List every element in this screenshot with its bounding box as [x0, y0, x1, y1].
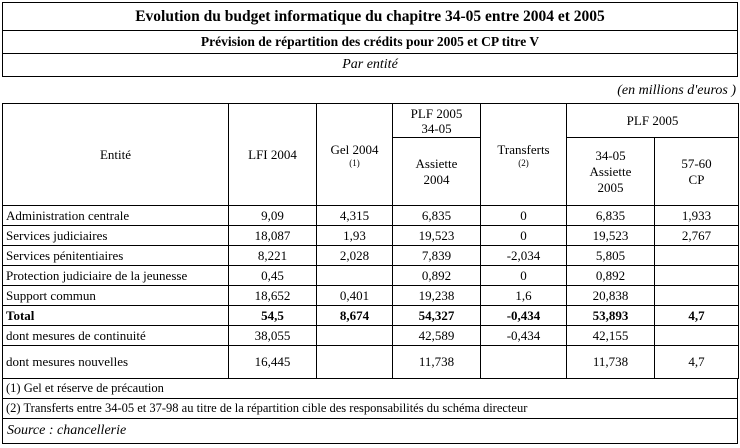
footnote-1: (1) Gel et réserve de précaution	[2, 378, 738, 399]
value-cell: 9,09	[228, 205, 317, 226]
value-cell: 4,315	[316, 205, 393, 226]
value-cell: -2,034	[480, 245, 567, 266]
value-cell: 19,523	[392, 225, 481, 246]
value-cell: 2,767	[654, 225, 739, 246]
value-cell	[316, 325, 393, 346]
value-cell: 1,6	[480, 285, 567, 306]
gel-2004-label: Gel 2004	[330, 141, 379, 157]
footnote-2: (2) Transferts entre 34-05 et 37-98 au t…	[2, 399, 738, 419]
col-header-transferts: Transferts (2)	[480, 103, 567, 206]
section-label: Par entité	[2, 54, 738, 77]
entity-cell: Protection judiciaire de la jeunesse	[2, 265, 229, 286]
assiette-2004-label: Assiette 2004	[394, 138, 480, 205]
table-row: dont mesures de continuité 38,055 42,589 -0…	[2, 325, 739, 346]
value-cell: 0,401	[316, 285, 393, 306]
source-label: Source : chancellerie	[2, 419, 738, 444]
value-cell: 8,221	[228, 245, 317, 266]
col-header-entity: Entité	[2, 103, 229, 206]
value-cell: 8,674	[316, 305, 393, 326]
gel-2004-note: (1)	[349, 157, 360, 168]
value-cell: 7,839	[392, 245, 481, 266]
col-header-lfi-2004: LFI 2004	[228, 103, 317, 206]
entity-cell: Services judiciaires	[2, 225, 229, 246]
value-cell: 53,893	[566, 305, 655, 326]
table-body: Administration centrale 9,09 4,315 6,835 0 6,…	[2, 205, 739, 379]
col-header-34-05-assiette-2005: 34-05 Assiette 2005	[566, 137, 655, 206]
value-cell: 4,7	[654, 345, 739, 379]
entity-cell: Support commun	[2, 285, 229, 306]
transferts-note: (2)	[518, 157, 529, 168]
value-cell: 19,238	[392, 285, 481, 306]
plf-2005-line: PLF 2005	[410, 105, 463, 121]
entity-cell: Administration centrale	[2, 205, 229, 226]
col-header-plf-2005-assiette-2004: PLF 2005 34-05 Assiette 2004	[392, 103, 481, 206]
value-cell: 1,933	[654, 205, 739, 226]
value-cell: -0,434	[480, 325, 567, 346]
value-cell: 0	[480, 205, 567, 226]
table-row: dont mesures nouvelles 16,445 11,738 11,738…	[2, 345, 739, 379]
value-cell: 0,892	[566, 265, 655, 286]
table-row: Protection judiciaire de la jeunesse 0,45…	[2, 265, 739, 286]
value-cell: 54,5	[228, 305, 317, 326]
cp-line: CP	[688, 171, 705, 187]
table-row: Support commun 18,652 0,401 19,238 1,6 20,838	[2, 285, 739, 306]
value-cell	[654, 265, 739, 286]
chapter-57-60-line: 57-60	[681, 155, 712, 171]
value-cell: 16,445	[228, 345, 317, 379]
value-cell: 54,327	[392, 305, 481, 326]
budget-table: Entité LFI 2004 Gel 2004 (1) PLF 2005 34…	[2, 103, 739, 379]
document-title: Evolution du budget informatique du chap…	[2, 2, 738, 31]
entity-cell: Services pénitentiaires	[2, 245, 229, 266]
col-header-gel-2004: Gel 2004 (1)	[316, 103, 393, 206]
value-cell: 18,087	[228, 225, 317, 246]
value-cell	[654, 245, 739, 266]
value-cell: 11,738	[392, 345, 481, 379]
entity-cell: Total	[2, 305, 229, 326]
value-cell: 2,028	[316, 245, 393, 266]
value-cell	[480, 345, 567, 379]
value-cell	[316, 345, 393, 379]
unit-label: (en millions d'euros )	[617, 83, 736, 98]
year-2004-line: 2004	[423, 171, 450, 187]
value-cell	[654, 325, 739, 346]
col-group-plf-2005: PLF 2005	[566, 103, 739, 138]
entity-cell: dont mesures nouvelles	[2, 345, 229, 379]
value-cell: -0,434	[480, 305, 567, 326]
value-cell	[316, 265, 393, 286]
value-cell: 19,523	[566, 225, 655, 246]
table-row: Services pénitentiaires 8,221 2,028 7,839 -2…	[2, 245, 739, 266]
value-cell: 4,7	[654, 305, 739, 326]
document-subtitle: Prévision de répartition des crédits pou…	[2, 31, 738, 54]
value-cell: 6,835	[392, 205, 481, 226]
table-row: Administration centrale 9,09 4,315 6,835 0 6,…	[2, 205, 739, 226]
table-row: Services judiciaires 18,087 1,93 19,523 0 19,…	[2, 225, 739, 246]
value-cell: 38,055	[228, 325, 317, 346]
chapter-34-05-line: 34-05	[421, 120, 452, 136]
value-cell: 42,589	[392, 325, 481, 346]
value-cell: 0	[480, 225, 567, 246]
value-cell: 0	[480, 265, 567, 286]
value-cell: 18,652	[228, 285, 317, 306]
transferts-label: Transferts	[497, 141, 550, 157]
value-cell: 20,838	[566, 285, 655, 306]
value-cell: 0,892	[392, 265, 481, 286]
col-header-57-60-cp: 57-60 CP	[654, 137, 739, 206]
table-row: Total 54,5 8,674 54,327 -0,434 53,893 4,7	[2, 305, 739, 326]
plf-2005-34-05-label: PLF 2005 34-05	[393, 105, 480, 138]
value-cell	[654, 285, 739, 306]
value-cell: 11,738	[566, 345, 655, 379]
value-cell: 0,45	[228, 265, 317, 286]
assiette-line: Assiette	[589, 163, 632, 179]
table-header: Entité LFI 2004 Gel 2004 (1) PLF 2005 34…	[2, 103, 739, 206]
value-cell: 42,155	[566, 325, 655, 346]
value-cell: 1,93	[316, 225, 393, 246]
year-2005-line: 2005	[597, 179, 624, 195]
entity-cell: dont mesures de continuité	[2, 325, 229, 346]
chapter-34-05-line: 34-05	[595, 147, 626, 163]
value-cell: 5,805	[566, 245, 655, 266]
value-cell: 6,835	[566, 205, 655, 226]
assiette-line: Assiette	[415, 155, 458, 171]
